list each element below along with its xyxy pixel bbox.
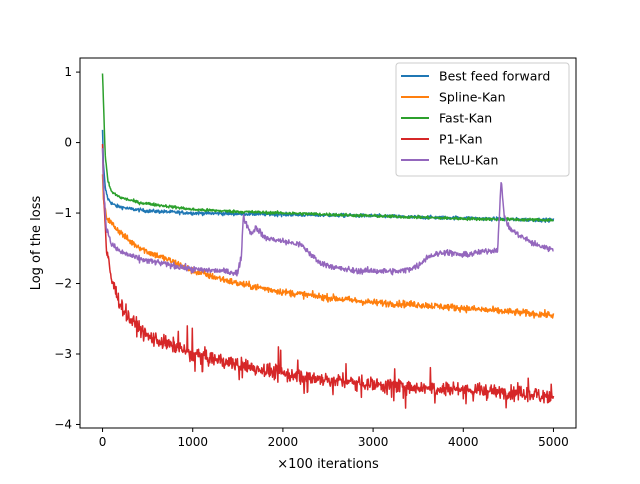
legend-box xyxy=(395,62,570,177)
x-tick-label: 5000 xyxy=(538,435,569,449)
legend-label: Best feed forward xyxy=(439,69,550,84)
y-tick-label: −2 xyxy=(54,277,72,291)
legend: Best feed forward Spline-Kan Fast-Kan P1-Ka… xyxy=(395,62,570,177)
x-axis-label: ×100 iterations xyxy=(277,457,379,472)
legend-label: P1-Kan xyxy=(439,132,483,147)
y-tick-label: 1 xyxy=(64,65,72,79)
x-tick-label: 2000 xyxy=(268,435,299,449)
series-line-p1-kan xyxy=(101,143,555,409)
y-tick-label: −4 xyxy=(54,417,72,431)
x-tick-label: 3000 xyxy=(358,435,389,449)
x-tick-label: 0 xyxy=(99,435,107,449)
y-axis-label: Log of the loss xyxy=(29,195,44,290)
x-tick-label: 4000 xyxy=(448,435,479,449)
legend-label: Spline-Kan xyxy=(439,90,506,105)
y-tick-label: −3 xyxy=(54,347,72,361)
series-line-relu-kan xyxy=(101,148,554,277)
series-line-fast-kan xyxy=(101,73,555,223)
legend-label: Fast-Kan xyxy=(439,111,492,126)
x-tick-label: 1000 xyxy=(177,435,208,449)
plot-frame xyxy=(79,57,577,429)
y-tick-label: −1 xyxy=(54,206,72,220)
y-tick-label: 0 xyxy=(64,136,72,150)
legend-label: ReLU-Kan xyxy=(439,153,498,168)
